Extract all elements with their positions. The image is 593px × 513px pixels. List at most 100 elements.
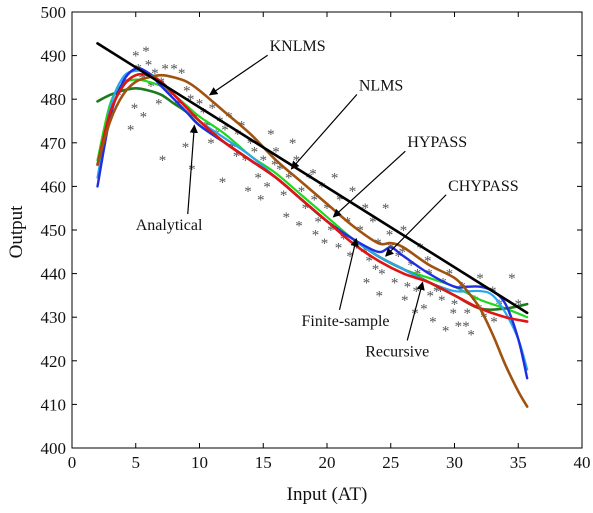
y-tick-label: 430	[41, 308, 67, 327]
scatter-point: *	[433, 284, 441, 300]
y-tick-label: 500	[41, 3, 67, 22]
scatter-point: *	[398, 245, 406, 261]
x-tick-label: 25	[382, 453, 399, 472]
y-tick-label: 440	[41, 265, 67, 284]
scatter-point: *	[490, 315, 498, 331]
x-tick-label: 35	[510, 453, 527, 472]
scatter-point: *	[242, 153, 250, 169]
scatter-point: *	[400, 223, 408, 239]
series-line-6	[96, 42, 529, 315]
x-tick-label: 0	[68, 453, 77, 472]
scatter-point: *	[391, 275, 399, 291]
scatter-point: *	[161, 62, 169, 78]
scatter-point: *	[449, 306, 457, 322]
annotation-arrow	[385, 194, 447, 257]
annotation-label: KNLMS	[270, 38, 326, 55]
scatter-point: *	[247, 136, 255, 152]
scatter-point: *	[251, 145, 259, 161]
scatter-point: *	[318, 179, 326, 195]
scatter-point: *	[476, 271, 484, 287]
scatter-point: *	[257, 192, 265, 208]
annotation-label: Finite-sample	[302, 313, 390, 330]
scatter-point: *	[451, 297, 459, 313]
scatter-point: *	[327, 223, 335, 239]
scatter-point: *	[302, 201, 310, 217]
scatter-point: *	[413, 284, 421, 300]
scatter-point: *	[183, 83, 191, 99]
scatter-point: *	[285, 171, 293, 187]
scatter-point: *	[386, 227, 394, 243]
scatter-point: *	[159, 153, 167, 169]
annotation-arrow	[290, 94, 358, 170]
scatter-point: *	[182, 140, 190, 156]
scatter-point: *	[142, 44, 150, 60]
scatter-point: *	[427, 288, 435, 304]
scatter-point: *	[132, 49, 140, 65]
annotation-arrow	[406, 281, 425, 341]
scatter-point: *	[401, 293, 409, 309]
scatter-point: *	[207, 136, 215, 152]
scatter-point: *	[127, 123, 135, 139]
y-tick-label: 410	[41, 395, 67, 414]
scatter-point: *	[276, 162, 284, 178]
x-tick-label: 5	[132, 453, 141, 472]
scatter-point: *	[462, 319, 470, 335]
scatter-point: *	[363, 275, 371, 291]
scatter-point: *	[188, 162, 196, 178]
scatter-point: *	[254, 171, 262, 187]
series-line-4	[96, 72, 529, 323]
scatter-point: *	[145, 57, 153, 73]
scatter-point: *	[475, 301, 483, 317]
scatter-point: *	[280, 188, 288, 204]
scatter-point: *	[382, 201, 390, 217]
scatter-point: *	[140, 110, 148, 126]
scatter-point: *	[508, 271, 516, 287]
scatter-point: *	[407, 258, 415, 274]
scatter-point: *	[331, 171, 339, 187]
scatter-point: *	[372, 262, 380, 278]
y-tick-label: 460	[41, 177, 67, 196]
scatter-point: *	[411, 306, 419, 322]
scatter-point: *	[309, 166, 317, 182]
scatter-point: *	[346, 249, 354, 265]
scatter-point: *	[395, 249, 403, 265]
scatter-point: *	[200, 105, 208, 121]
y-tick-label: 490	[41, 47, 67, 66]
scatter-point: *	[321, 236, 329, 252]
scatter-point: *	[196, 97, 204, 113]
scatter-point: *	[365, 254, 373, 270]
annotation-label: Analytical	[136, 217, 203, 234]
scatter-point: *	[131, 101, 139, 117]
scatter-point: *	[420, 301, 428, 317]
scatter-point: *	[378, 267, 386, 283]
series-lines	[96, 42, 529, 408]
scatter-point: *	[305, 171, 313, 187]
scatter-point: *	[464, 306, 472, 322]
annotation-label: NLMS	[359, 77, 403, 94]
annotation-arrow	[332, 150, 406, 218]
x-tick-label: 40	[574, 453, 591, 472]
x-axis-label: Input (AT)	[287, 484, 368, 505]
scatter-point: *	[323, 201, 331, 217]
scatter-point: *	[267, 127, 275, 143]
axes: 0 5 10 15 20 25 30 35 40 400 410 420 430 440 450 460 470…	[41, 3, 591, 472]
scatter-point: *	[311, 192, 319, 208]
scatter-point: *	[234, 127, 242, 143]
annotation-label: HYPASS	[407, 134, 467, 151]
y-tick-label: 420	[41, 352, 67, 371]
y-tick-label: 450	[41, 221, 67, 240]
scatter-point: *	[225, 110, 233, 126]
y-tick-label: 480	[41, 90, 67, 109]
scatter-point: *	[340, 232, 348, 248]
scatter-point: *	[312, 227, 320, 243]
x-tick-label: 10	[191, 453, 208, 472]
scatter-point: *	[455, 319, 463, 335]
scatter-point: *	[362, 201, 370, 217]
annotation-arrow	[187, 124, 199, 215]
scatter-point: *	[289, 136, 297, 152]
scatter-point: *	[416, 240, 424, 256]
annotations: KNLMS NLMS HYPASS CHYPASS Analytical Finite-s…	[136, 38, 519, 360]
scatter-point: *	[298, 184, 306, 200]
y-axis-label: Output	[6, 205, 27, 259]
